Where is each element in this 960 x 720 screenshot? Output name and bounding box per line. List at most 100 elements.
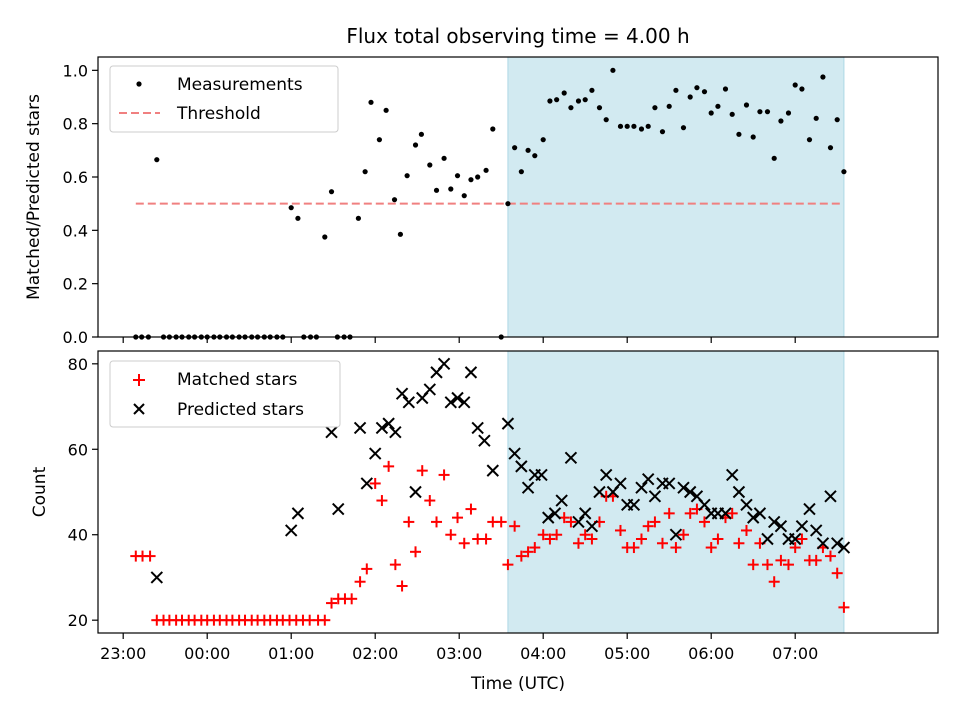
predicted-star-point bbox=[677, 481, 690, 494]
predicted-star-point bbox=[627, 498, 641, 512]
matched-star-point bbox=[144, 550, 156, 562]
x-tick-label: 04:00 bbox=[520, 644, 566, 663]
measurement-point bbox=[448, 186, 454, 192]
matched-star-point bbox=[396, 580, 408, 592]
measurement-point bbox=[532, 153, 538, 159]
measurement-point bbox=[778, 118, 784, 124]
measurement-point bbox=[475, 174, 481, 180]
predicted-star-point bbox=[824, 490, 837, 503]
matched-star-point bbox=[733, 537, 745, 549]
predicted-star-point bbox=[837, 541, 851, 554]
matched-star-point bbox=[796, 533, 808, 545]
measurement-point bbox=[295, 215, 301, 221]
matched-star-point bbox=[782, 559, 794, 571]
measurement-point bbox=[362, 169, 368, 175]
matched-star-point bbox=[438, 469, 450, 481]
matched-star-point bbox=[698, 516, 710, 528]
predicted-star-point bbox=[150, 571, 164, 584]
matched-star-point bbox=[410, 546, 422, 558]
measurement-point bbox=[547, 98, 553, 104]
chart-title: Flux total observing time = 4.00 h bbox=[346, 24, 689, 48]
measurement-point bbox=[596, 105, 603, 111]
measurement-point bbox=[589, 87, 595, 93]
bottom-legend: Matched stars Predicted stars bbox=[109, 360, 341, 428]
measurement-point bbox=[154, 157, 160, 163]
predicted-star-point bbox=[641, 472, 655, 486]
measurement-point bbox=[518, 169, 524, 175]
predicted-star-point bbox=[284, 524, 298, 537]
predicted-star-point bbox=[698, 498, 711, 512]
matched-star-point bbox=[726, 507, 738, 519]
measurement-point bbox=[631, 123, 637, 129]
measurement-point bbox=[328, 189, 335, 195]
predicted-star-point bbox=[395, 387, 409, 400]
matched-star-point bbox=[684, 507, 696, 519]
matched-star-point bbox=[572, 537, 584, 549]
matched-star-point bbox=[544, 533, 556, 545]
top-plot-frame bbox=[97, 56, 939, 338]
matched-star-point bbox=[705, 542, 717, 554]
matched-star-point bbox=[458, 537, 470, 549]
legend-measurements-marker bbox=[136, 81, 142, 87]
top-y-tick-label: 0.0 bbox=[63, 328, 88, 347]
predicted-star-point bbox=[444, 396, 458, 409]
predicted-star-point bbox=[332, 502, 345, 516]
predicted-star-point bbox=[572, 515, 585, 529]
measurement-point bbox=[441, 155, 447, 161]
predicted-star-point bbox=[635, 481, 648, 494]
measurement-point bbox=[841, 169, 847, 175]
bottom-x-ticks: 23:00 00:00 01:00 02:00 03:00 04:00 05:00 06:00… bbox=[100, 633, 818, 663]
measurement-point bbox=[412, 142, 419, 148]
predicted-star-point bbox=[486, 464, 500, 477]
predicted-star-point bbox=[809, 524, 823, 537]
matched-star-point bbox=[614, 524, 626, 536]
legend-predicted-label: Predicted stars bbox=[177, 400, 304, 420]
predicted-star-point bbox=[564, 451, 578, 465]
predicted-star-point bbox=[409, 485, 422, 499]
measurement-point bbox=[708, 110, 714, 116]
matched-star-point bbox=[403, 516, 415, 528]
x-tick-label: 06:00 bbox=[688, 644, 734, 663]
bottom-legend-box bbox=[109, 360, 341, 428]
measurement-point bbox=[764, 109, 771, 115]
predicted-star-point bbox=[515, 460, 528, 473]
matched-star-point bbox=[424, 495, 436, 507]
measurement-point bbox=[575, 98, 582, 104]
matched-star-point bbox=[677, 529, 689, 541]
matched-star-point bbox=[389, 559, 401, 571]
top-panel: 0.0 0.2 0.4 0.6 0.8 1.0 Matched/Predicted sta… bbox=[24, 56, 939, 347]
matched-star-point bbox=[465, 503, 477, 515]
measurement-point bbox=[680, 125, 687, 131]
predicted-stars-series bbox=[150, 357, 851, 584]
measurement-point bbox=[820, 74, 826, 80]
predicted-star-point bbox=[508, 447, 521, 460]
matched-star-point bbox=[824, 550, 836, 562]
top-y-tick-label: 0.4 bbox=[63, 221, 88, 240]
measurement-point bbox=[652, 105, 658, 111]
measurement-point bbox=[397, 231, 403, 237]
predicted-star-point bbox=[382, 417, 395, 430]
predicted-star-point bbox=[683, 485, 697, 499]
measurement-point bbox=[355, 215, 361, 221]
bottom-plot-frame bbox=[97, 350, 939, 634]
predicted-star-point bbox=[521, 481, 535, 494]
matched-star-point bbox=[431, 516, 443, 528]
measurement-point bbox=[659, 129, 666, 135]
predicted-star-point bbox=[648, 490, 662, 503]
predicted-star-point bbox=[325, 425, 338, 439]
matched-star-point bbox=[747, 559, 759, 571]
predicted-star-point bbox=[719, 507, 732, 520]
predicted-star-point bbox=[451, 391, 464, 405]
top-x-ticks bbox=[122, 337, 796, 343]
matched-star-point bbox=[502, 559, 514, 571]
measurement-point bbox=[645, 123, 651, 129]
measurement-point bbox=[368, 99, 374, 105]
predicted-star-point bbox=[578, 507, 592, 520]
matched-star-point bbox=[579, 529, 591, 541]
predicted-star-point bbox=[816, 537, 830, 550]
measurement-point bbox=[322, 234, 328, 240]
measurement-point bbox=[750, 134, 756, 140]
predicted-star-point bbox=[662, 477, 676, 490]
predicted-star-point bbox=[437, 357, 451, 371]
predicted-star-point bbox=[548, 507, 562, 520]
